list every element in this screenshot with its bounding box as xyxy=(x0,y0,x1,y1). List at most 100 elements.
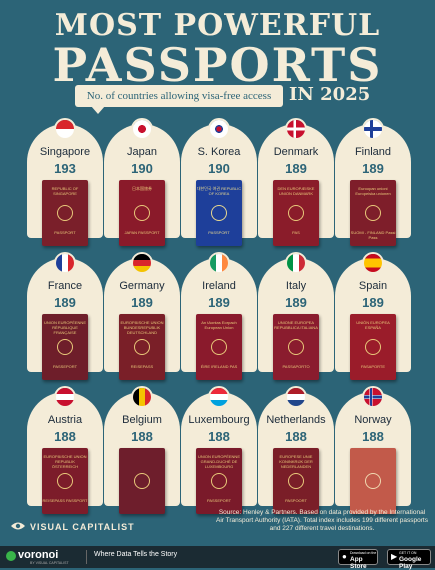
coat-of-arms-icon xyxy=(134,205,150,221)
passport-cover-top-text: EUROPESE UNIE KONINKRIJK DER NEDERLANDEN xyxy=(279,454,313,469)
passport-cover: 대한민국 여권 REPUBLIC OF KOREA PASSPORT xyxy=(196,180,242,246)
passport-cover: UNION EUROPÉENNE GRAND-DUCHÉ DE LUXEMBOU… xyxy=(196,448,242,514)
country-name: Denmark xyxy=(273,146,319,158)
passport-cover-top-text: UNIONE EUROPEA REPUBBLICA ITALIANA xyxy=(274,320,318,330)
country-card: Netherlands 188 EUROPESE UNIE KONINKRIJK D… xyxy=(258,386,334,514)
passport-cover-top-text: 대한민국 여권 REPUBLIC OF KOREA xyxy=(196,186,242,196)
country-card: Italy 189 UNIONE EUROPEA REPUBBLICA ITALIA… xyxy=(258,252,334,380)
passport-cover: UNIÓN EUROPEA ESPAÑA PASAPORTE xyxy=(350,314,396,380)
coat-of-arms-icon xyxy=(211,339,227,355)
country-name: Luxembourg xyxy=(188,414,250,426)
country-name: Austria xyxy=(47,414,83,426)
apple-icon: ● xyxy=(342,552,347,561)
passport-cover-top-text: UNIÓN EUROPEA ESPAÑA xyxy=(356,320,390,330)
france-flag-icon xyxy=(54,252,76,274)
visa-free-score: 193 xyxy=(54,161,76,176)
voronoi-logo[interactable]: voronoi xyxy=(18,549,59,561)
voronoi-sub: BY VISUAL CAPITALIST xyxy=(30,561,69,565)
google-play-button[interactable]: ▶ GET IT ON Google Play xyxy=(387,549,431,570)
country-card: Belgium 188 xyxy=(104,386,180,514)
title-line-2: PASSPORTS xyxy=(52,38,383,92)
coat-of-arms-icon xyxy=(288,339,304,355)
germany-flag-icon xyxy=(131,252,153,274)
country-name: France xyxy=(47,280,83,292)
italy-flag-icon xyxy=(285,252,307,274)
coat-of-arms-icon xyxy=(57,339,73,355)
country-name: Japan xyxy=(127,146,157,158)
passport-cover-top-text: UNION EUROPÉENNE GRAND-DUCHÉ DE LUXEMBOU… xyxy=(197,454,240,469)
visa-free-score: 190 xyxy=(208,161,230,176)
passport-cover-top-text: UNION EUROPÉENNE RÉPUBLIQUE FRANÇAISE xyxy=(43,320,86,335)
app-store-small: Download on the xyxy=(350,551,377,555)
brand-name: VISUAL CAPITALIST xyxy=(30,522,135,532)
passport-cover: REPUBLIC OF SINGAPORE PASSPORT xyxy=(42,180,88,246)
country-card: Austria 188 EUROPÄISCHE UNION REPUBLIK ÖST… xyxy=(27,386,103,514)
passport-cover-top-text: EUROPÄISCHE UNION REPUBLIK ÖSTERREICH xyxy=(43,454,87,469)
coat-of-arms-icon xyxy=(365,339,381,355)
coat-of-arms-icon xyxy=(211,473,227,489)
passport-cover-top-text: EUROPÄISCHE UNION BUNDESREPUBLIK DEUTSCH… xyxy=(120,320,164,335)
country-card: Japan 190 日本国旅券 JAPAN PASSPORT xyxy=(104,118,180,246)
country-name: Ireland xyxy=(202,280,236,292)
country-card: Finland 189 Euroopan unioni Europeiska uni… xyxy=(335,118,411,246)
country-card: Norway 188 xyxy=(335,386,411,514)
ireland-flag-icon xyxy=(208,252,230,274)
coat-of-arms-icon xyxy=(134,473,150,489)
finland-flag-icon xyxy=(362,118,384,140)
passport-cover-bottom-text: PAS xyxy=(292,230,300,235)
passport-cover: DEN EUROPÆISKE UNION DANMARK PAS xyxy=(273,180,319,246)
coat-of-arms-icon xyxy=(288,473,304,489)
visa-free-score: 189 xyxy=(131,295,153,310)
country-card: Ireland 189 An tAontas Eorpach European Un… xyxy=(181,252,257,380)
netherlands-flag-icon xyxy=(285,386,307,408)
year-label: IN 2025 xyxy=(289,84,371,105)
passport-cover-bottom-text: PASSAPORTO xyxy=(282,364,310,369)
passport-cover-top-text: 日本国旅券 xyxy=(132,186,152,191)
country-name: Spain xyxy=(358,280,388,292)
passport-cover: EUROPÄISCHE UNION REPUBLIK ÖSTERREICH REI… xyxy=(42,448,88,514)
passport-cover-bottom-text: JAPAN PASSPORT xyxy=(124,230,160,235)
passport-cover-bottom-text: PASSEPORT xyxy=(52,364,78,369)
luxembourg-flag-icon xyxy=(208,386,230,408)
passport-cover-top-text: An tAontas Eorpach European Union xyxy=(201,320,237,330)
country-name: Finland xyxy=(354,146,392,158)
visa-free-score: 189 xyxy=(285,295,307,310)
google-play-label: Google Play xyxy=(399,556,422,570)
passport-cover xyxy=(119,448,165,514)
country-name: Netherlands xyxy=(266,414,326,426)
passport-cover xyxy=(350,448,396,514)
visa-free-score: 188 xyxy=(131,429,153,444)
coat-of-arms-icon xyxy=(57,205,73,221)
belgium-flag-icon xyxy=(131,386,153,408)
visa-free-score: 188 xyxy=(208,429,230,444)
passport-cover-top-text: REPUBLIC OF SINGAPORE xyxy=(51,186,79,196)
google-play-icon: ▶ xyxy=(391,552,398,561)
visa-free-score: 189 xyxy=(362,161,384,176)
country-name: S. Korea xyxy=(197,146,241,158)
passport-cover-bottom-text: REISEPASS PASSPORT xyxy=(42,498,88,503)
country-name: Singapore xyxy=(39,146,91,158)
voronoi-icon xyxy=(6,551,16,561)
app-store-label: App Store xyxy=(350,556,367,570)
country-name: Norway xyxy=(354,414,392,426)
singapore-flag-icon xyxy=(54,118,76,140)
country-name: Italy xyxy=(285,280,307,292)
spain-flag-icon xyxy=(362,252,384,274)
country-card: Spain 189 UNIÓN EUROPEA ESPAÑA PASAPORTE xyxy=(335,252,411,380)
footer-divider xyxy=(86,550,87,564)
coat-of-arms-icon xyxy=(365,473,381,489)
passport-cover-bottom-text: ÉIRE IRELAND PAS xyxy=(200,364,238,369)
country-card: Luxembourg 188 UNION EUROPÉENNE GRAND-DUCH… xyxy=(181,386,257,514)
footer-bar: voronoi BY VISUAL CAPITALIST Where Data … xyxy=(0,546,435,570)
passport-cover-bottom-text: PASSPORT xyxy=(54,230,76,235)
visual-capitalist-logo-icon xyxy=(11,522,25,530)
japan-flag-icon xyxy=(131,118,153,140)
norway-flag-icon xyxy=(362,386,384,408)
country-card: France 189 UNION EUROPÉENNE RÉPUBLIQUE FRA… xyxy=(27,252,103,380)
app-store-button[interactable]: ● Download on the App Store xyxy=(338,549,378,570)
passport-cover-bottom-text: PASSEPORT xyxy=(206,498,232,503)
subtitle-callout: No. of countries allowing visa-free acce… xyxy=(75,85,283,114)
country-card: Denmark 189 DEN EUROPÆISKE UNION DANMARK PA… xyxy=(258,118,334,246)
coat-of-arms-icon xyxy=(365,205,381,221)
visa-free-score: 189 xyxy=(208,295,230,310)
